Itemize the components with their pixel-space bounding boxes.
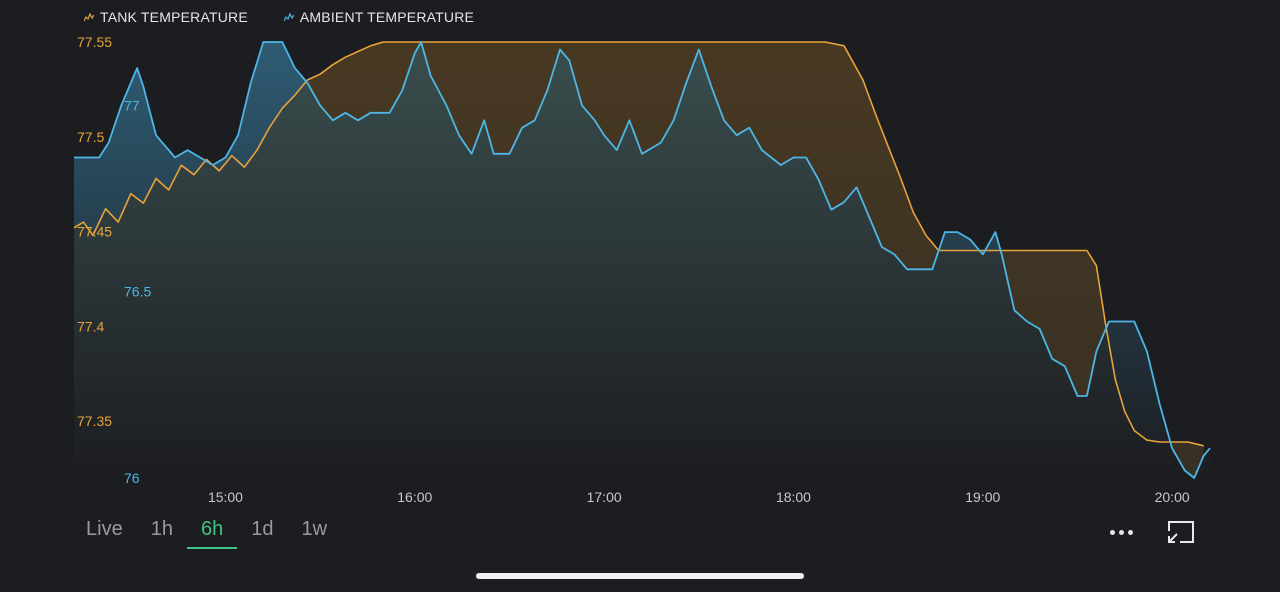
range-button-1w[interactable]: 1w	[301, 518, 328, 540]
x-tick-label: 16:00	[397, 489, 432, 505]
y-tick-label-ambient: 76	[124, 470, 140, 486]
chart-legend: TANK TEMPERATURE AMBIENT TEMPERATURE	[84, 9, 474, 25]
range-button-6h[interactable]: 6h	[186, 514, 238, 549]
x-tick-label: 15:00	[208, 489, 243, 505]
series-line-ambient[interactable]	[74, 41, 1211, 479]
y-tick-label-ambient: 76.5	[124, 284, 151, 300]
collapse-screen-icon[interactable]	[1166, 519, 1196, 545]
overlap-area	[74, 42, 1204, 478]
y-tick-label-tank: 77.55	[77, 34, 112, 50]
y-tick-label-ambient: 77	[124, 97, 140, 113]
more-options-icon[interactable]	[1108, 522, 1136, 542]
line-chart-icon	[84, 12, 94, 22]
time-range-selector: Live 1h 6h 1d 1w	[72, 514, 341, 549]
legend-item-tank[interactable]: TANK TEMPERATURE	[84, 9, 248, 25]
line-chart-icon	[283, 12, 294, 22]
temperature-chart[interactable]: 77.55 77.5 77.45 77.4 77.35 77 76.5 76 15:00 16:0…	[0, 0, 1280, 510]
y-tick-label-tank: 77.35	[77, 413, 112, 429]
range-button-1h[interactable]: 1h	[150, 518, 173, 540]
range-button-1d[interactable]: 1d	[251, 518, 274, 540]
y-tick-label-tank: 77.45	[77, 224, 112, 240]
legend-label-tank: TANK TEMPERATURE	[100, 9, 248, 25]
range-button-live[interactable]: Live	[86, 518, 123, 540]
legend-label-ambient: AMBIENT TEMPERATURE	[299, 9, 475, 25]
x-tick-label: 18:00	[776, 489, 811, 505]
y-tick-label-tank: 77.5	[77, 129, 104, 145]
x-tick-label: 19:00	[965, 489, 1000, 505]
y-tick-label-tank: 77.4	[77, 318, 104, 334]
series-line-tank[interactable]	[73, 41, 1204, 447]
x-tick-label: 20:00	[1155, 489, 1190, 505]
home-indicator	[476, 573, 804, 579]
legend-item-ambient[interactable]: AMBIENT TEMPERATURE	[283, 9, 475, 25]
x-tick-label: 17:00	[587, 489, 622, 505]
